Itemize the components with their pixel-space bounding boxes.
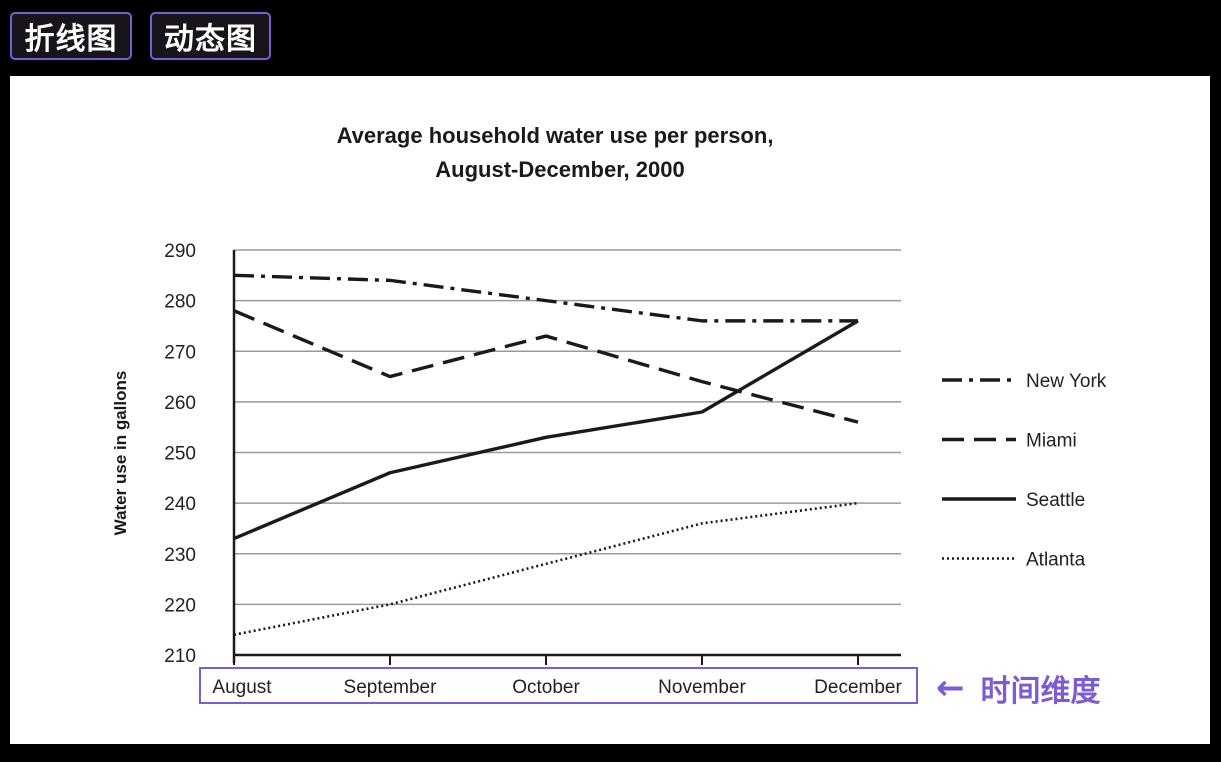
y-tick-label: 260 [164,393,196,414]
chart-subtitle: August-December, 2000 [435,157,684,182]
line-chart-button[interactable]: 折线图 [10,12,132,60]
series-line-miami [233,309,859,424]
x-tick-label: November [658,677,746,698]
y-tick-label: 270 [164,342,196,363]
legend-label: Miami [1026,431,1077,452]
series-line-seattle [233,319,859,541]
legend-label: New York [1026,371,1107,392]
series-line-atlanta [233,501,859,637]
series-line-new-york [233,273,858,323]
y-tick-label: 230 [164,545,196,566]
chart-title: Average household water use per person, [337,123,774,148]
x-tick-label: August [212,677,272,698]
dynamic-chart-button[interactable]: 动态图 [150,12,271,60]
x-tick-label: September [344,677,438,698]
legend-label: Seattle [1026,490,1085,511]
y-tick-label: 240 [164,494,196,515]
chart-panel [10,76,1210,744]
x-tick-label: October [512,677,580,698]
x-tick-label: December [814,677,902,698]
y-axis-label: Water use in gallons [111,371,130,536]
y-tick-label: 210 [164,646,196,667]
time-dimension-label: 时间维度 [980,674,1101,709]
y-tick-label: 280 [164,292,196,313]
time-dimension-annotation: ← 时间维度 [936,666,1101,710]
y-tick-label: 250 [164,444,196,465]
legend-label: Atlanta [1026,550,1086,571]
left-arrow-icon: ← [936,668,965,708]
time-dimension-highlight [199,667,918,704]
y-tick-label: 290 [164,241,196,262]
y-tick-label: 220 [164,595,196,616]
